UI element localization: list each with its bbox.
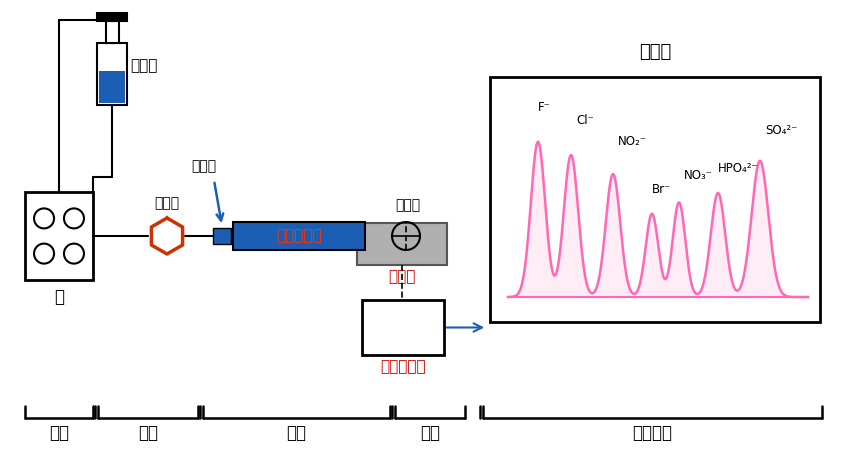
Text: 进样器: 进样器	[154, 196, 180, 210]
Bar	[362, 300, 444, 355]
Text: 泵: 泵	[54, 288, 64, 306]
Bar	[97, 13, 127, 21]
Text: 输液: 输液	[49, 424, 69, 442]
Text: 进样: 进样	[138, 424, 158, 442]
Bar	[99, 71, 125, 103]
Text: 电导检测器: 电导检测器	[380, 359, 426, 374]
Text: Br⁻: Br⁻	[652, 183, 672, 196]
Text: F⁻: F⁻	[538, 101, 551, 114]
Text: SO₄²⁻: SO₄²⁻	[765, 124, 797, 137]
Text: 数据记录: 数据记录	[633, 424, 673, 442]
Bar	[213, 228, 231, 244]
Bar	[97, 43, 127, 105]
Text: 色谱图: 色谱图	[639, 43, 671, 61]
Text: 分离: 分离	[286, 424, 307, 442]
Bar	[25, 192, 93, 280]
Text: 抑制器: 抑制器	[388, 269, 416, 284]
Text: Cl⁻: Cl⁻	[576, 114, 594, 127]
Text: NO₂⁻: NO₂⁻	[618, 135, 647, 148]
Text: 检测: 检测	[420, 424, 440, 442]
Bar	[490, 77, 820, 322]
Text: 离子色谱柱: 离子色谱柱	[276, 228, 322, 243]
Text: 流动相: 流动相	[130, 58, 158, 73]
Bar	[233, 222, 365, 250]
Text: HPO₄²⁻: HPO₄²⁻	[718, 162, 759, 175]
Bar	[357, 223, 447, 265]
Text: 保护柱: 保护柱	[191, 159, 217, 173]
Text: 检测池: 检测池	[396, 198, 421, 212]
Text: NO₃⁻: NO₃⁻	[684, 169, 713, 182]
Bar	[106, 21, 119, 43]
